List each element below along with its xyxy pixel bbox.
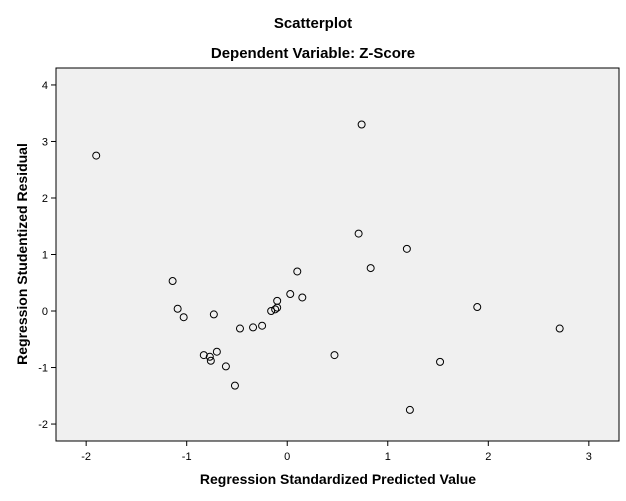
scatter-point [173, 304, 182, 313]
scatter-point [258, 321, 267, 330]
scatter-point [298, 293, 307, 302]
scatter-point [357, 120, 366, 129]
chart-title: Scatterplot [274, 15, 352, 32]
data-points [92, 120, 564, 414]
x-tick-label: 3 [586, 451, 592, 463]
scatter-point [402, 244, 411, 253]
scatter-point [273, 303, 282, 312]
y-tick-label: 0 [42, 306, 48, 318]
scatter-point [555, 324, 564, 333]
scatter-point [330, 351, 339, 360]
scatter-point [354, 229, 363, 238]
scatter-point [267, 307, 276, 316]
y-axis-ticks: -2 -1 0 1 2 3 4 [38, 80, 56, 431]
plot-area [55, 67, 620, 442]
chart-subtitle: Dependent Variable: Z-Score [211, 45, 415, 62]
scatter-point [235, 324, 244, 333]
scatter-point [473, 303, 482, 312]
y-axis-label: Regression Studentized Residual [14, 143, 30, 365]
scatter-point [168, 277, 177, 286]
x-axis-label: Regression Standardized Predicted Value [200, 471, 476, 487]
scatter-point [405, 405, 414, 414]
scatter-point [206, 356, 215, 365]
y-tick-label: -1 [38, 363, 48, 375]
y-tick-label: 2 [42, 193, 48, 205]
y-tick-label: 3 [42, 136, 48, 148]
scatter-point [209, 310, 218, 319]
scatter-point [293, 267, 302, 276]
x-tick-label: -2 [81, 451, 91, 463]
scatter-point [286, 290, 295, 299]
y-tick-label: -2 [38, 419, 48, 431]
x-tick-label: -1 [182, 451, 192, 463]
scatter-point [92, 151, 101, 160]
scatter-point [230, 381, 239, 390]
scatter-point [221, 362, 230, 371]
scatter-point [199, 351, 208, 360]
x-axis-ticks: -2 -1 0 1 2 3 [81, 441, 592, 463]
x-tick-label: 2 [485, 451, 491, 463]
y-tick-label: 4 [42, 80, 48, 92]
scatter-point [212, 347, 221, 356]
scatter-point [249, 323, 258, 332]
scatter-point [271, 305, 280, 314]
x-tick-label: 1 [385, 451, 391, 463]
scatter-point [205, 352, 214, 361]
scatter-point [436, 357, 445, 366]
scatter-point [179, 313, 188, 322]
x-tick-label: 0 [284, 451, 290, 463]
y-tick-label: 1 [42, 250, 48, 262]
scatter-point [366, 264, 375, 273]
